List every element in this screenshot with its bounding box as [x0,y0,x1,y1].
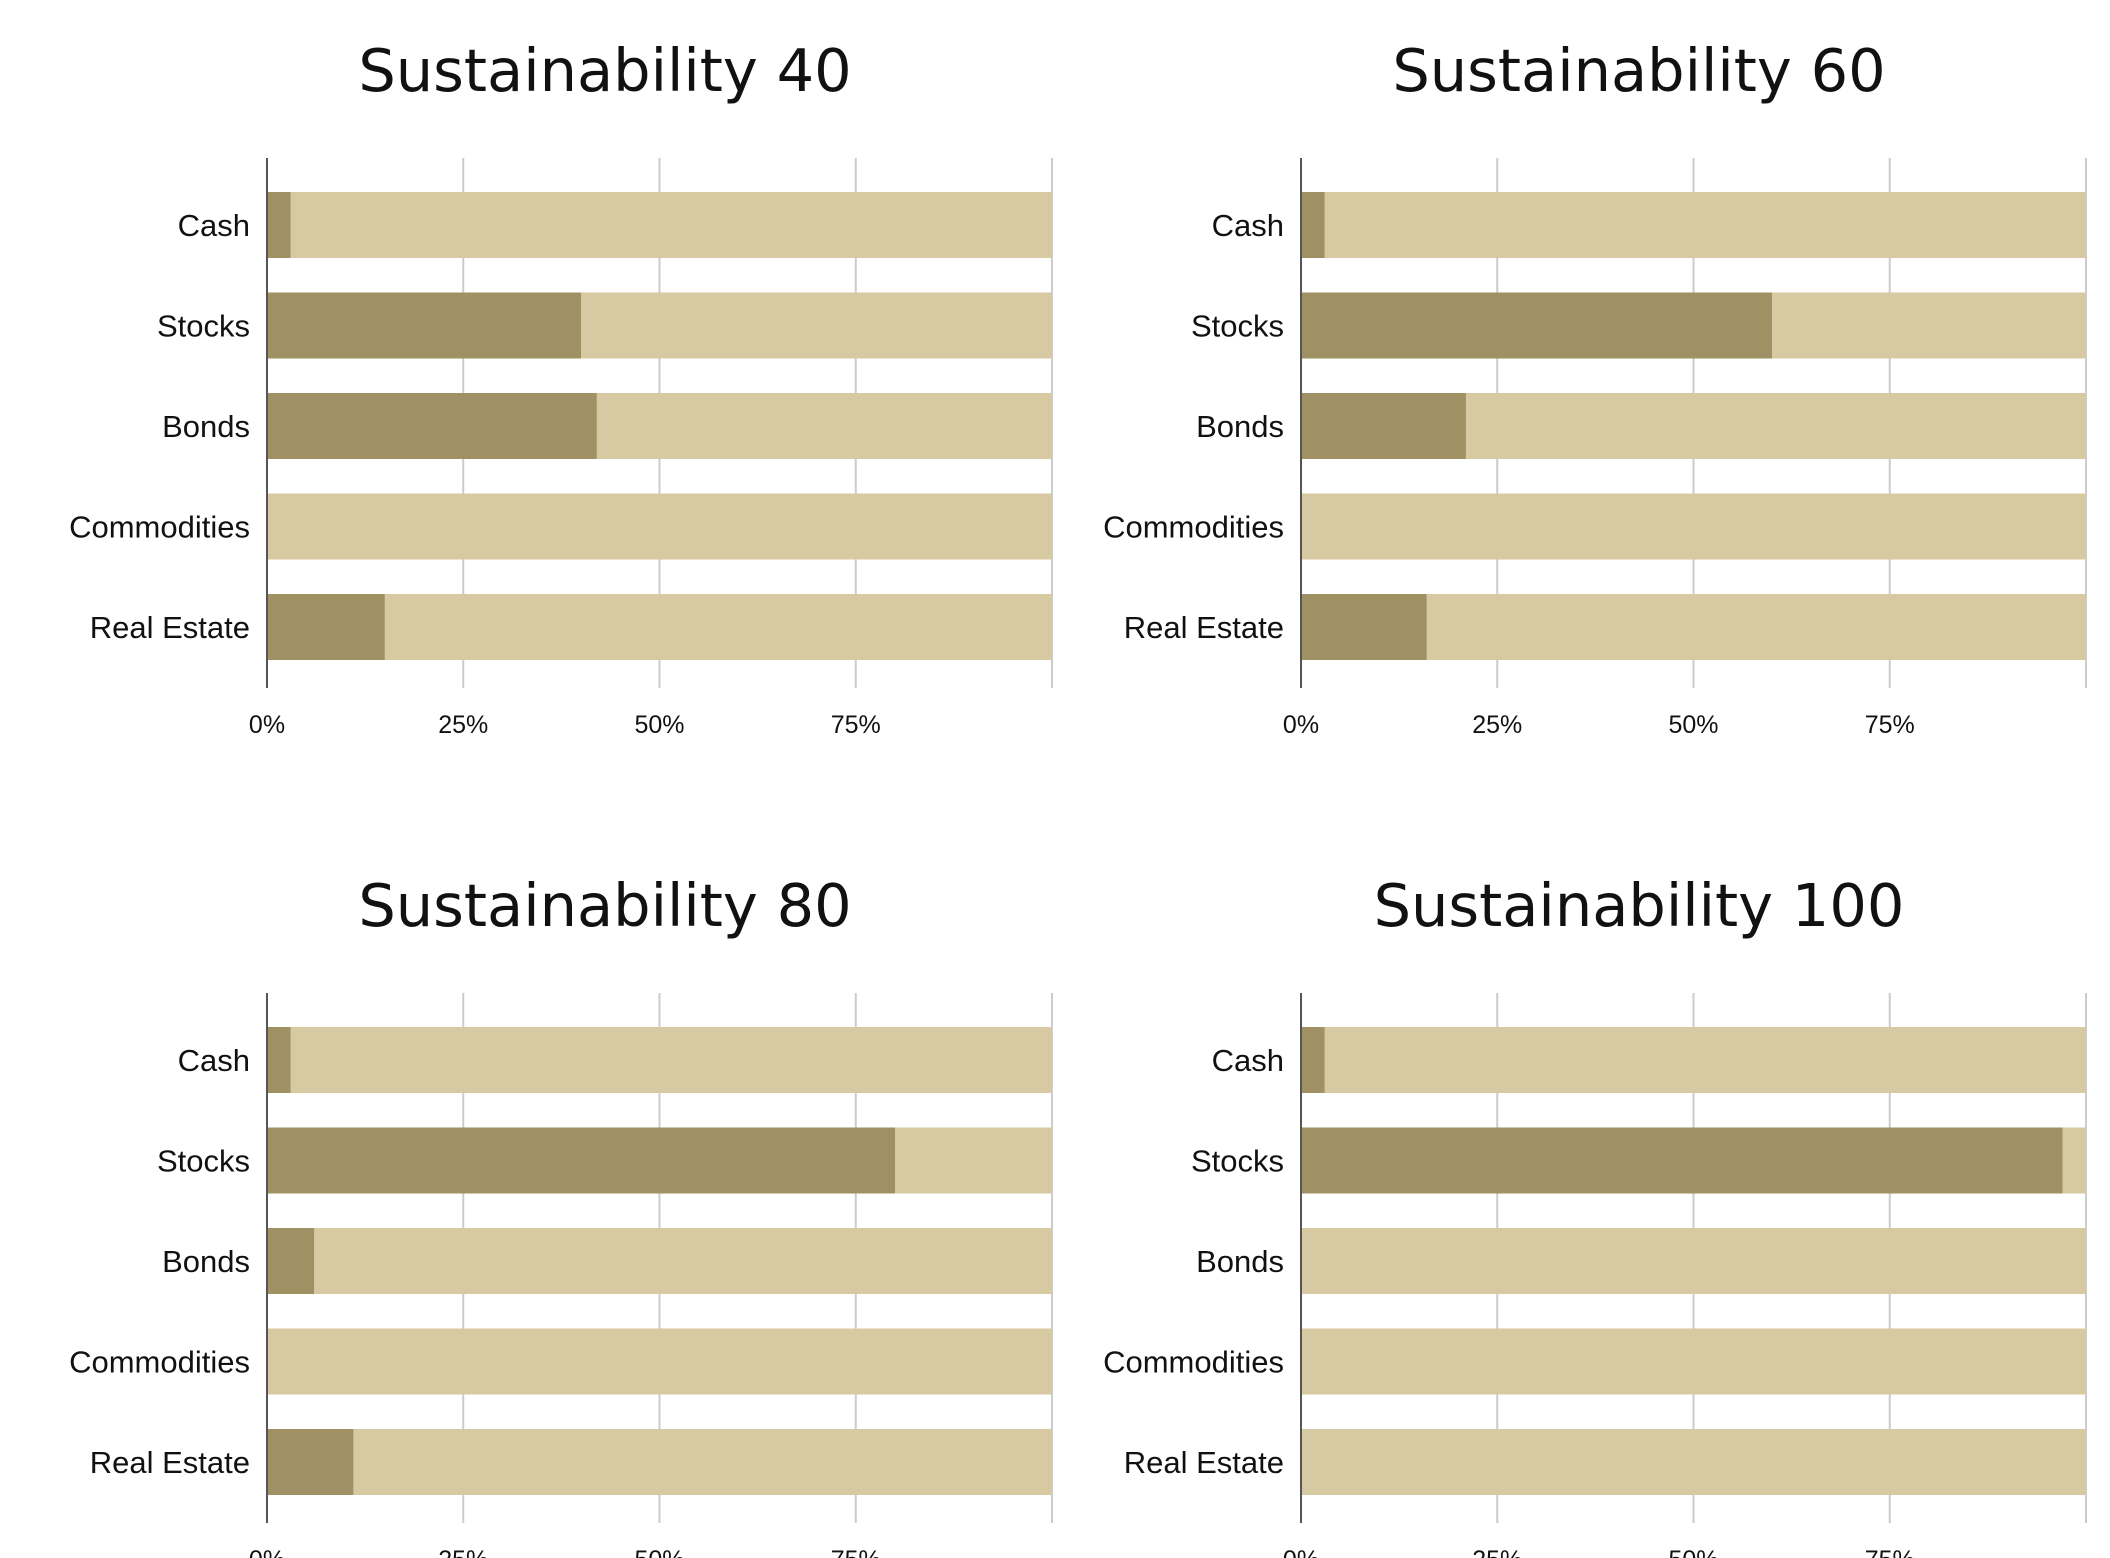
chart-title: Sustainability 40 [358,36,851,105]
bar-cash [1301,1027,1325,1093]
bar-track-cash [1301,1027,2086,1093]
bar-track-real-estate [1301,1429,2086,1495]
bar-track-cash [1301,192,2086,258]
bar-stocks [1301,292,1772,359]
x-tick-label: 50% [1668,1546,1718,1558]
chart-title: Sustainability 60 [1392,36,1885,105]
x-tick-label: 75% [831,1546,881,1558]
category-label: Cash [178,208,250,243]
x-tick-label: 75% [1865,1546,1915,1558]
bar-real-estate [1301,594,1427,660]
bar-track-bonds [267,1228,1052,1294]
chart-title: Sustainability 80 [358,871,851,940]
bar-track-bonds [1301,1228,2086,1294]
x-tick-label: 25% [438,1546,488,1558]
bar-real-estate [267,1429,354,1495]
chart-panel-1: Sustainability 40 Cash Stocks Bonds Commodit… [69,36,1053,739]
x-tick-label: 75% [831,711,881,739]
bar-track-cash [267,1027,1052,1093]
bar-cash [267,1027,291,1093]
bar-stocks [267,292,581,359]
bar-track-real-estate [1301,594,2086,660]
category-label: Commodities [69,1345,250,1380]
chart-panel-4: Sustainability 100 Cash Stocks Bonds Commodi… [1103,871,2087,1558]
x-tick-label: 0% [249,1546,285,1558]
x-tick-label: 50% [634,1546,684,1558]
bar-bonds [267,393,597,459]
category-label: Bonds [162,409,250,444]
category-label: Real Estate [1124,1445,1284,1480]
chart-panel-3: Sustainability 80 Cash Stocks Bonds Commodit… [69,871,1053,1558]
category-label: Bonds [162,1244,250,1279]
category-label: Commodities [69,510,250,545]
category-label: Real Estate [90,610,250,645]
bar-bonds [1301,393,1466,459]
bar-track-commodities [1301,493,2086,560]
bar-cash [1301,192,1325,258]
bar-stocks [267,1127,895,1194]
bar-stocks [1301,1127,2063,1194]
bar-track-real-estate [267,594,1052,660]
category-label: Bonds [1196,1244,1284,1279]
bar-cash [267,192,291,258]
category-label: Real Estate [1124,610,1284,645]
bar-real-estate [267,594,385,660]
bar-track-commodities [267,493,1052,560]
x-tick-label: 25% [1472,1546,1522,1558]
chart-panel-2: Sustainability 60 Cash Stocks Bonds Commodit… [1103,36,2087,739]
x-tick-label: 0% [1283,711,1319,739]
category-label: Stocks [157,309,250,344]
x-tick-label: 25% [1472,711,1522,739]
bar-track-commodities [1301,1328,2086,1395]
category-label: Cash [178,1043,250,1078]
x-tick-label: 25% [438,711,488,739]
x-tick-label: 0% [249,711,285,739]
x-tick-label: 50% [1668,711,1718,739]
bar-track-cash [267,192,1052,258]
x-tick-label: 50% [634,711,684,739]
category-label: Stocks [157,1144,250,1179]
chart-title: Sustainability 100 [1374,871,1905,940]
bar-bonds [267,1228,315,1294]
category-label: Cash [1212,208,1284,243]
category-label: Commodities [1103,510,1284,545]
category-label: Commodities [1103,1345,1284,1380]
x-tick-label: 75% [1865,711,1915,739]
category-label: Stocks [1191,1144,1284,1179]
category-label: Stocks [1191,309,1284,344]
category-label: Cash [1212,1043,1284,1078]
category-label: Bonds [1196,409,1284,444]
bar-track-real-estate [267,1429,1052,1495]
bar-track-commodities [267,1328,1052,1395]
x-tick-label: 0% [1283,1546,1319,1558]
category-label: Real Estate [90,1445,250,1480]
